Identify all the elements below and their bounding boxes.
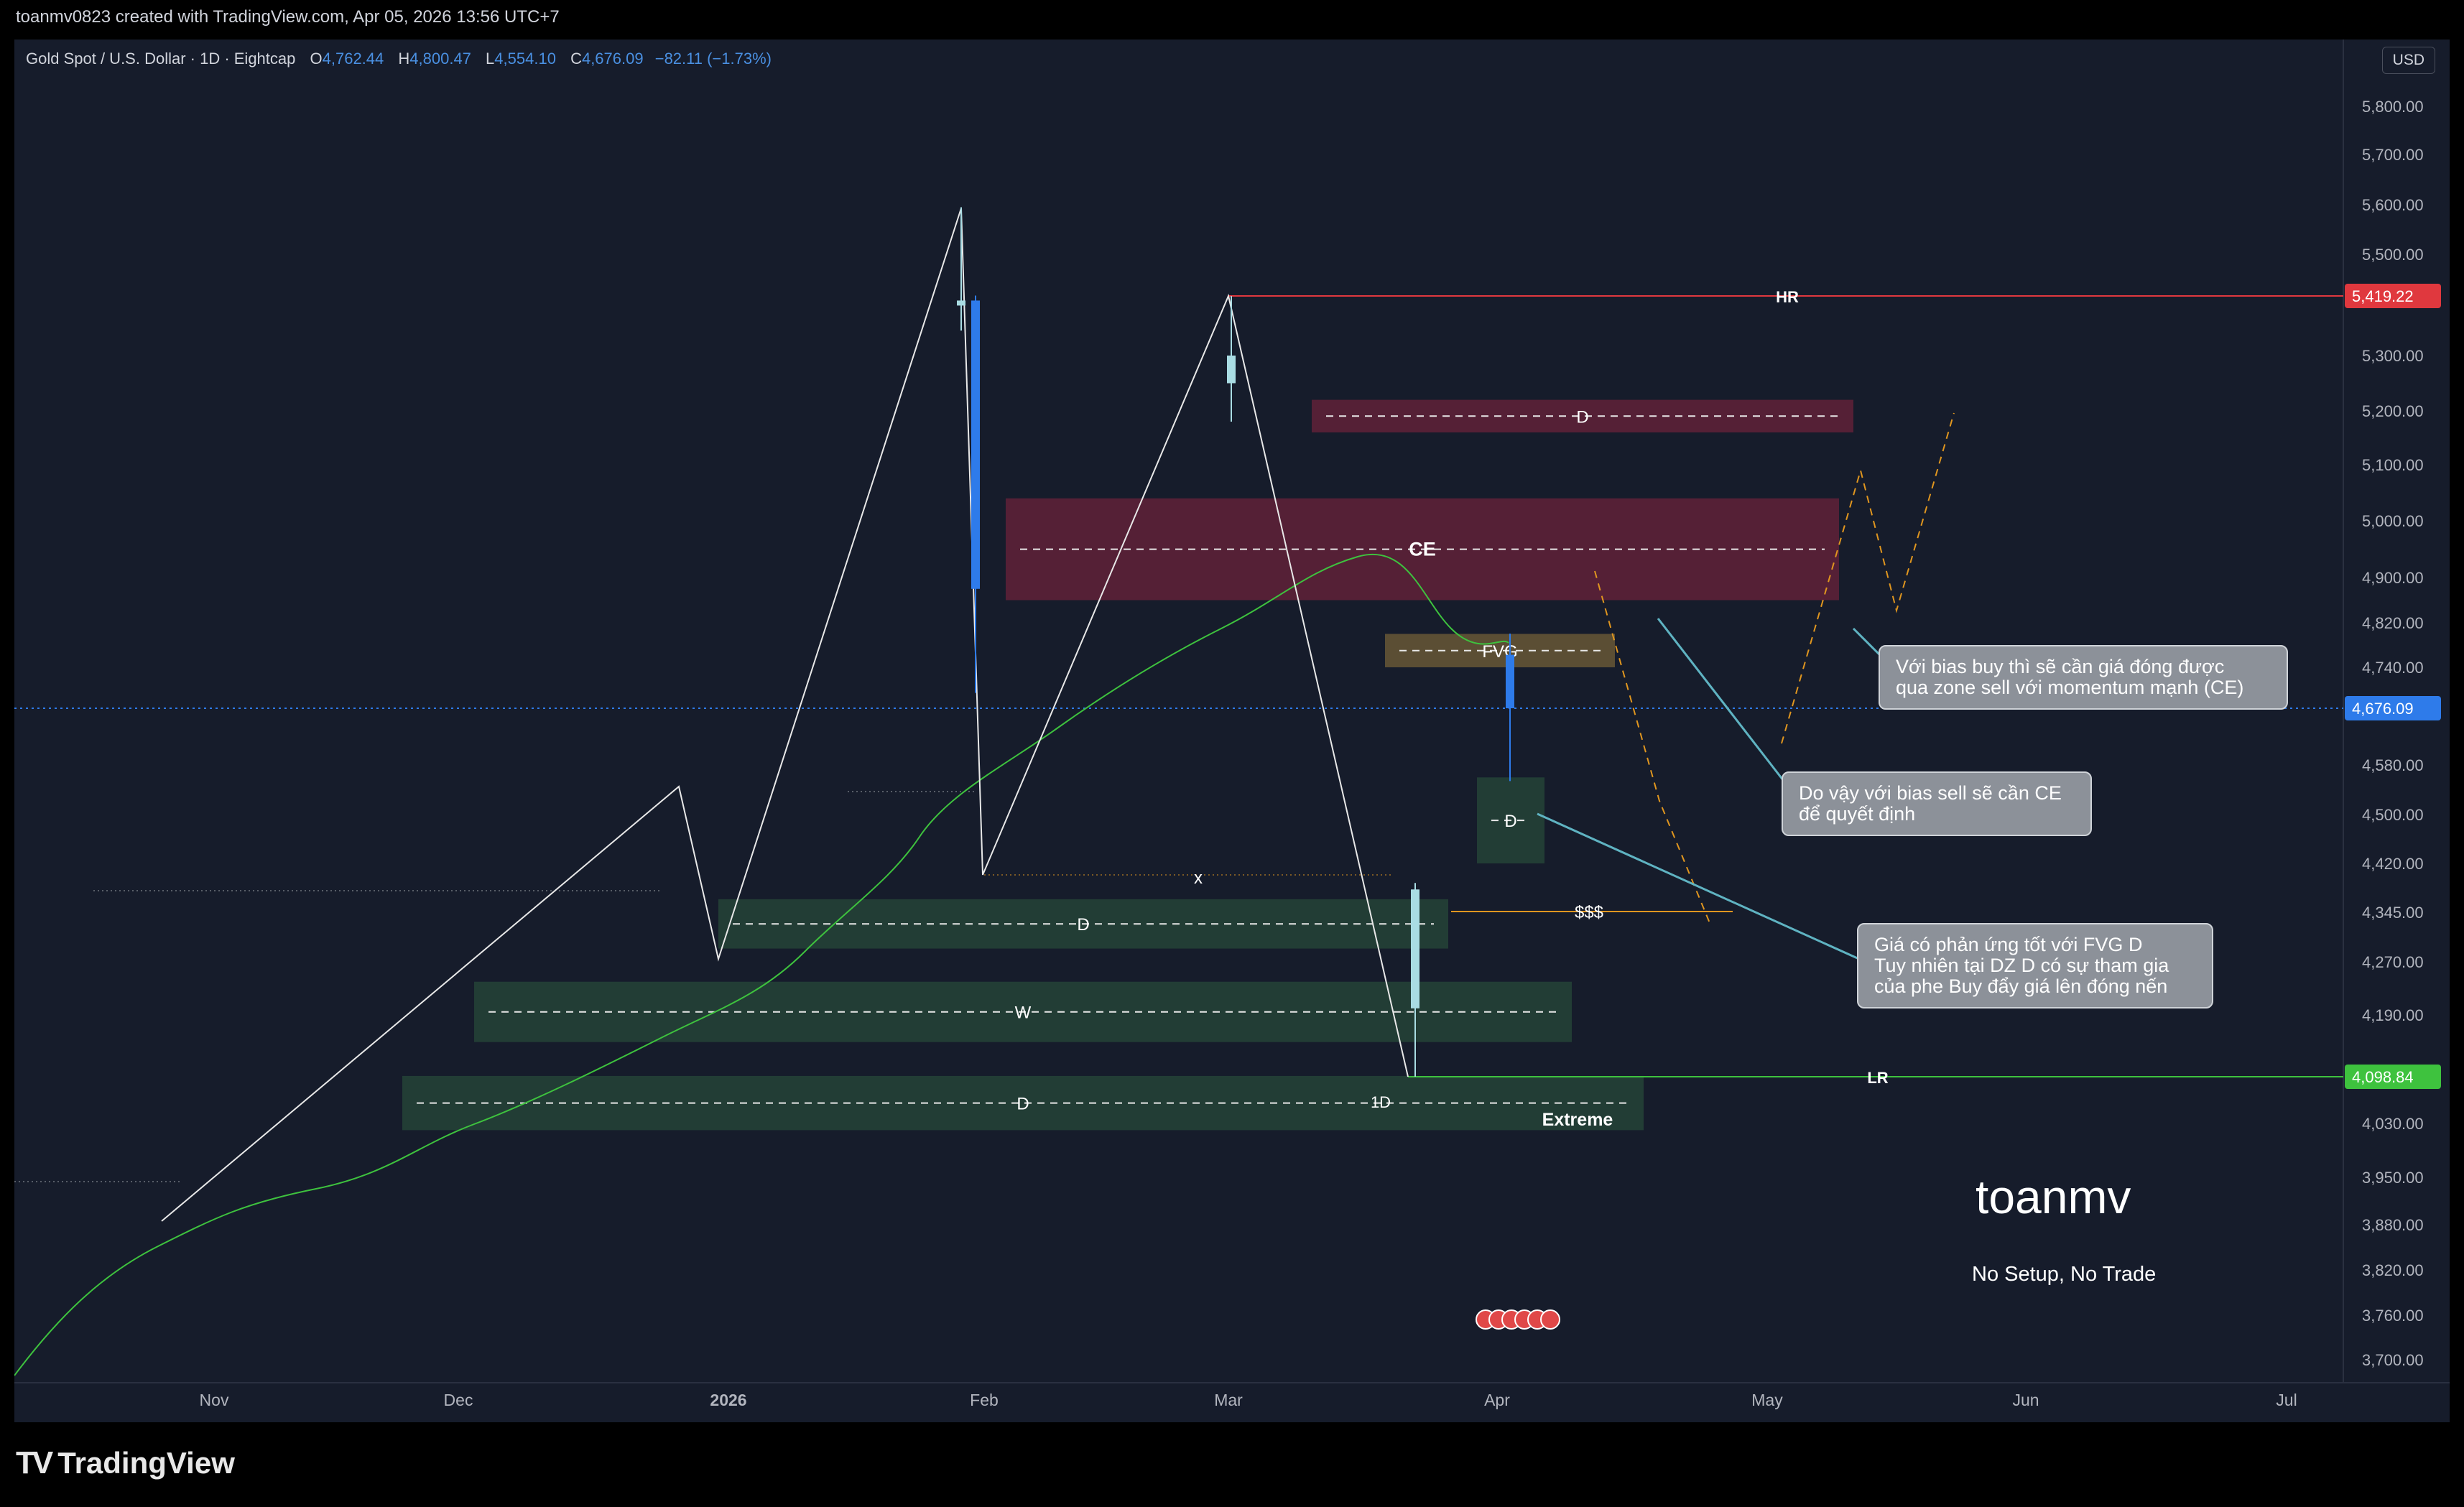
y-tick-label: 3,880.00: [2362, 1216, 2424, 1234]
chart-caption: toanmv0823 created with TradingView.com,…: [16, 7, 560, 27]
y-tick-label: 5,200.00: [2362, 402, 2424, 420]
economic-events-flags[interactable]: [1476, 1309, 1560, 1330]
low-value: 4,554.10: [494, 50, 556, 68]
candle-body: [971, 300, 980, 589]
x-tick-label: Dec: [444, 1391, 473, 1409]
x-tick-label: Jun: [2012, 1391, 2039, 1409]
lr-label: LR: [1867, 1069, 1888, 1087]
zone-label: D: [1016, 1095, 1029, 1114]
zone-label: CE: [1409, 539, 1436, 560]
x-label: x: [1194, 868, 1203, 888]
y-tick-label: 4,270.00: [2362, 953, 2424, 971]
zone-label: D: [1576, 407, 1588, 427]
zone-supply: [1312, 399, 1853, 432]
x-tick-label: Mar: [1214, 1391, 1243, 1409]
callout-buy-bias: Với bias buy thì sẽ cần giá đóng được qu…: [1879, 645, 2288, 710]
chart-frame[interactable]: 5,800.00 5,700.00 5,600.00 5,500.00 5,300.00…: [14, 40, 2450, 1422]
zone-label: D: [1077, 915, 1089, 935]
candle-body: [1506, 654, 1514, 708]
y-tick-label: 5,100.00: [2362, 456, 2424, 474]
y-tick-label: 5,500.00: [2362, 246, 2424, 264]
y-tick-label: 4,740.00: [2362, 659, 2424, 677]
callout-line: để quyết định: [1799, 803, 1916, 825]
zone-fvg: [1385, 634, 1615, 667]
chart-canvas[interactable]: 5,800.00 5,700.00 5,600.00 5,500.00 5,300.00…: [14, 40, 2450, 1422]
y-tick-label: 4,580.00: [2362, 756, 2424, 774]
y-tick-label: 4,900.00: [2362, 569, 2424, 587]
y-tick-label: 5,800.00: [2362, 98, 2424, 116]
hr-label: HR: [1776, 288, 1799, 306]
y-tick-label: 4,190.00: [2362, 1006, 2424, 1024]
callout-line: Giá có phản ứng tốt với FVG D: [1874, 934, 2143, 955]
liquidity-label: $$$: [1575, 903, 1603, 922]
y-tick-label: 3,820.00: [2362, 1261, 2424, 1279]
close-value: 4,676.09: [581, 50, 644, 68]
x-tick-label: Feb: [970, 1391, 999, 1409]
price-axis-panel: [2343, 40, 2450, 1422]
candle-body: [1227, 356, 1236, 384]
symbol-name: Gold Spot / U.S. Dollar · 1D · Eightcap: [26, 50, 296, 68]
open-value: 4,762.44: [322, 50, 384, 68]
projection-sell: [1594, 570, 1710, 924]
y-tick-label: 4,820.00: [2362, 614, 2424, 632]
y-tick-label: 3,760.00: [2362, 1307, 2424, 1325]
callout-sell-bias: Do vậy với bias sell sẽ cần CE để quyết …: [1782, 771, 2092, 836]
y-tick-label: 4,420.00: [2362, 855, 2424, 873]
callout-pointer: [1537, 812, 1876, 968]
y-tick-label: 3,700.00: [2362, 1351, 2424, 1369]
x-tick-label: May: [1751, 1391, 1783, 1409]
y-tick-label: 4,500.00: [2362, 806, 2424, 824]
current-price-tag-text: 4,676.09: [2352, 700, 2414, 718]
projection-buy: [1781, 412, 1955, 744]
extreme-label: Extreme: [1542, 1110, 1613, 1130]
x-tick-label: Nov: [200, 1391, 229, 1409]
moving-average-line: [14, 554, 1509, 1376]
y-tick-label: 5,300.00: [2362, 347, 2424, 365]
currency-button[interactable]: USD: [2381, 47, 2435, 74]
close-label: C: [570, 50, 582, 68]
tradingview-logo[interactable]: TV TradingView: [16, 1445, 235, 1481]
tagline-text: No Setup, No Trade: [1972, 1263, 2157, 1286]
x-tick-label: Apr: [1484, 1391, 1510, 1409]
y-tick-label: 4,345.00: [2362, 904, 2424, 922]
change-value: −82.11 (−1.73%): [654, 50, 772, 68]
high-label: H: [398, 50, 410, 68]
callout-line: Do vậy với bias sell sẽ cần CE: [1799, 782, 2062, 804]
callout-line: của phe Buy đẩy giá lên đóng nến: [1874, 975, 2168, 997]
symbol-legend: Gold Spot / U.S. Dollar · 1D · Eightcap …: [26, 50, 772, 68]
lr-price-tag: [2345, 1065, 2441, 1089]
one-day-label: 1D: [1371, 1093, 1391, 1111]
y-tick-label: 5,000.00: [2362, 512, 2424, 530]
author-watermark: toanmv: [1976, 1170, 2131, 1223]
low-label: L: [486, 50, 495, 68]
zone-label: W: [1015, 1003, 1032, 1023]
hr-price-tag-text: 5,419.22: [2352, 287, 2414, 305]
y-tick-label: 4,030.00: [2362, 1115, 2424, 1133]
open-label: O: [310, 50, 323, 68]
candle-body: [1411, 889, 1419, 1008]
zone-demand: [402, 1075, 1644, 1131]
hr-price-tag: [2345, 284, 2441, 308]
high-value: 4,800.47: [409, 50, 471, 68]
x-tick-label: 2026: [710, 1391, 746, 1409]
x-tick-label: Jul: [2276, 1391, 2297, 1409]
callout-fvg-reaction: Giá có phản ứng tốt với FVG D Tuy nhiên …: [1857, 923, 2213, 1008]
y-tick-label: 3,950.00: [2362, 1169, 2424, 1187]
callout-line: Tuy nhiên tại DZ D có sự tham gia: [1874, 955, 2169, 976]
candle-body: [957, 300, 965, 306]
tradingview-logo-text: TradingView: [57, 1446, 235, 1480]
lr-price-tag-text: 4,098.84: [2352, 1068, 2414, 1086]
y-tick-label: 5,700.00: [2362, 146, 2424, 164]
callout-line: qua zone sell với momentum mạnh (CE): [1896, 677, 2244, 698]
current-price-tag: [2345, 696, 2441, 720]
tradingview-mark-icon: TV: [16, 1445, 53, 1480]
callout-line: Với bias buy thì sẽ cần giá đóng được: [1896, 656, 2225, 677]
y-tick-label: 5,600.00: [2362, 196, 2424, 214]
structure-zigzag: [161, 208, 1409, 1222]
event-icon[interactable]: [1540, 1309, 1560, 1330]
zone-label: D: [1504, 812, 1516, 831]
